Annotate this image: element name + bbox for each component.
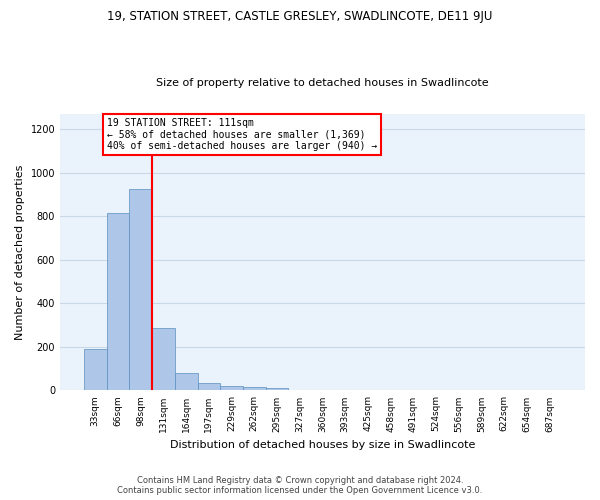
Bar xyxy=(175,372,197,390)
Text: 19 STATION STREET: 111sqm
← 58% of detached houses are smaller (1,369)
40% of se: 19 STATION STREET: 111sqm ← 58% of detac… xyxy=(107,118,377,152)
Bar xyxy=(197,383,220,390)
X-axis label: Distribution of detached houses by size in Swadlincote: Distribution of detached houses by size … xyxy=(170,440,475,450)
Title: Size of property relative to detached houses in Swadlincote: Size of property relative to detached ho… xyxy=(156,78,489,88)
Bar xyxy=(243,387,266,390)
Text: Contains HM Land Registry data © Crown copyright and database right 2024.
Contai: Contains HM Land Registry data © Crown c… xyxy=(118,476,482,495)
Text: 19, STATION STREET, CASTLE GRESLEY, SWADLINCOTE, DE11 9JU: 19, STATION STREET, CASTLE GRESLEY, SWAD… xyxy=(107,10,493,23)
Bar xyxy=(84,349,107,391)
Bar xyxy=(266,388,289,390)
Bar xyxy=(107,213,130,390)
Y-axis label: Number of detached properties: Number of detached properties xyxy=(15,164,25,340)
Bar xyxy=(152,328,175,390)
Bar xyxy=(220,386,243,390)
Bar xyxy=(130,189,152,390)
